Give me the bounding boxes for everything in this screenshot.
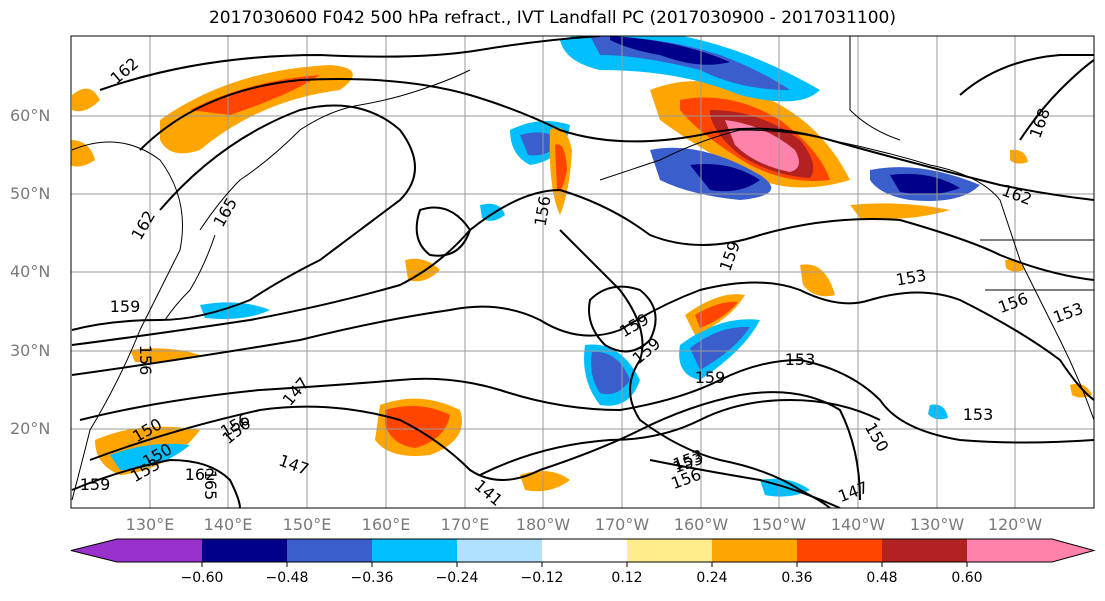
positive-anomaly-patch [71, 140, 95, 167]
contour-label: 147 [276, 451, 311, 479]
longitude-tick-label: 160°E [361, 515, 411, 534]
contour-label: 147 [836, 478, 871, 506]
map-title: 2017030600 F042 500 hPa refract., IVT La… [208, 8, 896, 28]
colorbar-arrow-high [967, 539, 1094, 562]
contour-label: 168 [1026, 106, 1054, 141]
positive-anomaly-patch [725, 120, 799, 172]
latitude-tick-label: 20°N [10, 419, 51, 438]
colorbar-tick-label: 0.36 [781, 570, 813, 586]
latitude-tick-label: 50°N [10, 184, 51, 203]
negative-anomaly-patch [200, 302, 270, 319]
positive-anomaly-patch [850, 203, 950, 219]
colorbar-segment [797, 539, 882, 562]
colorbar-segment [457, 539, 542, 562]
contour-label: 165 [209, 194, 241, 230]
colorbar-tick-label: −0.60 [180, 570, 224, 586]
contour-layer [71, 36, 1094, 508]
contour-label: 150 [861, 419, 893, 455]
colorbar-segment [202, 539, 287, 562]
longitude-tick-label: 170°W [594, 515, 650, 534]
longitude-tick-label: 170°E [440, 515, 490, 534]
contour-label: 153 [894, 266, 927, 290]
positive-anomaly-patch [190, 75, 320, 115]
positive-anomaly-patch [695, 301, 738, 328]
longitude-tick-label: 130°E [125, 515, 175, 534]
colorbar-segment [627, 539, 712, 562]
contour-label: 162 [185, 465, 216, 484]
longitude-tick-label: 160°W [673, 515, 729, 534]
colorbar-arrow-low [71, 539, 202, 562]
contour-label: 153 [963, 405, 994, 424]
longitude-tick-label: 120°W [987, 515, 1043, 534]
negative-anomaly-patch [591, 351, 630, 395]
colorbar-tick-label: −0.48 [265, 570, 309, 586]
positive-anomaly-patch [520, 471, 570, 492]
positive-anomaly-patch [555, 144, 567, 191]
colorbar-tick-label: 0.60 [951, 570, 983, 586]
coastline-layer [71, 36, 1094, 501]
longitude-tick-label: 130°W [909, 515, 965, 534]
contour-label: 159 [110, 297, 141, 316]
colorbar-segment [287, 539, 372, 562]
colorbar-tick-label: −0.12 [520, 570, 564, 586]
negative-anomaly-patch [690, 326, 750, 370]
contour-label: 156 [996, 289, 1031, 317]
negative-anomaly-patch [890, 173, 960, 195]
contour-label: 159 [695, 368, 726, 387]
positive-anomaly-patch [160, 65, 353, 154]
colorbar-tick-label: 0.24 [696, 570, 728, 586]
colorbar-segment [542, 539, 627, 562]
longitude-tick-label: 150°W [751, 515, 807, 534]
contour-label: 156 [136, 345, 155, 376]
colorbar-tick-label: 0.48 [866, 570, 898, 586]
positive-anomaly-patch [72, 88, 100, 112]
longitude-tick-label: 140°W [830, 515, 886, 534]
contour-label: 162 [107, 54, 143, 88]
positive-anomaly-patch [385, 406, 450, 448]
map-frame [70, 35, 1095, 509]
colorbar-tick-label: −0.36 [350, 570, 394, 586]
graticule-layer [71, 36, 1094, 508]
contour-label: 159 [629, 334, 665, 368]
latitude-tick-label: 40°N [10, 262, 51, 281]
contour-label: 147 [279, 374, 313, 410]
negative-anomaly-patch [610, 36, 730, 65]
latitude-tick-label: 60°N [10, 106, 51, 125]
colorbar-segment [712, 539, 797, 562]
positive-anomaly-patch [928, 404, 948, 420]
contour-label: 165 [201, 470, 220, 501]
colorbar-tick-label: 0.12 [611, 570, 643, 586]
colorbar [70, 538, 1096, 567]
latitude-tick-label: 30°N [10, 341, 51, 360]
colorbar-outline [70, 538, 1096, 563]
longitude-tick-label: 180°W [515, 515, 571, 534]
positive-anomaly-patch [1010, 149, 1028, 164]
contour-label: 156 [531, 194, 555, 227]
colorbar-segment [372, 539, 457, 562]
negative-anomaly-patch [480, 203, 505, 221]
contour-label: 162 [999, 181, 1034, 209]
positive-anomaly-patch [405, 258, 440, 282]
colorbar-tick-label: −0.24 [435, 570, 479, 586]
negative-anomaly-patch [690, 164, 760, 192]
contour-label: 159 [80, 475, 111, 494]
contour-label: 162 [127, 207, 159, 243]
longitude-tick-label: 150°E [282, 515, 332, 534]
longitude-tick-label: 140°E [203, 515, 253, 534]
contour-label: 153 [1051, 299, 1086, 327]
colorbar-segment [882, 539, 967, 562]
contour-label: 153 [785, 350, 816, 369]
